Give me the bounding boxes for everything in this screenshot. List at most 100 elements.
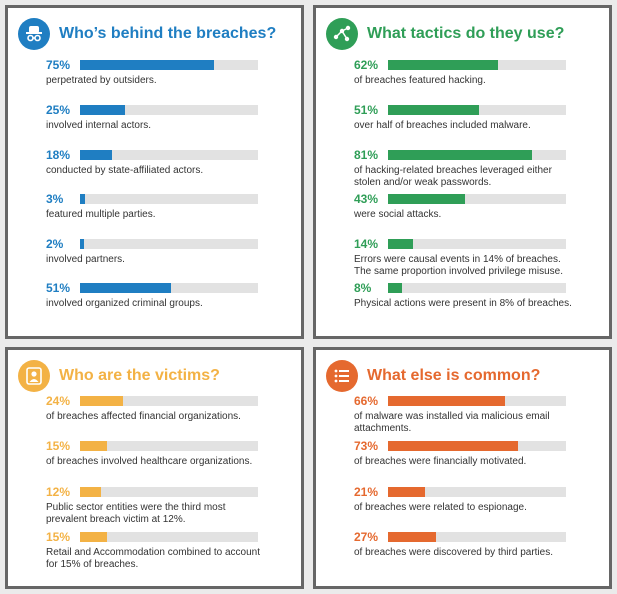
stat-item: 12% Public sector entities were the thir… (46, 485, 266, 526)
stat-percent: 66% (354, 394, 379, 408)
bar-fill (80, 150, 113, 160)
bar-track (80, 487, 258, 497)
stat-item: 2% involved partners. (46, 237, 266, 266)
stat-description: involved organized criminal groups. (46, 298, 203, 309)
stat-percent: 12% (46, 485, 71, 499)
panel-title: Who are the victims? (59, 367, 220, 384)
stat-percent: 43% (354, 192, 379, 206)
stat-item: 66% of malware was installed via malicio… (354, 394, 574, 435)
stat-percent: 24% (46, 394, 71, 408)
stat-item: 21% of breaches were related to espionag… (354, 485, 574, 514)
stat-item: 15% of breaches involved healthcare orga… (46, 439, 266, 468)
stat-item: 8% Physical actions were present in 8% o… (354, 281, 574, 310)
bar-fill (80, 532, 107, 542)
stat-percent: 3% (46, 192, 64, 206)
bar-track (388, 441, 566, 451)
network-icon (326, 18, 358, 50)
stat-item: 24% of breaches affected financial organ… (46, 394, 266, 423)
stat-item: 3% featured multiple parties. (46, 192, 266, 221)
bar-fill (388, 532, 437, 542)
bar-fill (80, 487, 102, 497)
bar-fill (388, 441, 518, 451)
stat-percent: 18% (46, 148, 71, 162)
stat-description: Errors were causal events in 14% of brea… (354, 254, 563, 277)
bar-fill (80, 441, 107, 451)
stat-item: 43% were social attacks. (354, 192, 574, 221)
bar-fill (388, 150, 533, 160)
stat-percent: 73% (354, 439, 379, 453)
stat-description: Physical actions were present in 8% of b… (354, 298, 572, 309)
stat-item: 15% Retail and Accommodation combined to… (46, 530, 266, 571)
actors-panel: Who’s behind the breaches? 75% perpetrat… (5, 5, 304, 339)
bar-track (388, 150, 566, 160)
stat-percent: 21% (354, 485, 379, 499)
bar-track (388, 283, 566, 293)
stat-item: 62% of breaches featured hacking. (354, 58, 574, 87)
stat-percent: 14% (354, 237, 379, 251)
stat-description: of hacking-related breaches leveraged ei… (354, 165, 552, 188)
stat-percent: 27% (354, 530, 379, 544)
stat-description: involved internal actors. (46, 120, 152, 131)
stat-description: conducted by state-affiliated actors. (46, 165, 204, 176)
stat-description: of breaches were financially motivated. (354, 456, 527, 467)
bar-fill (80, 60, 214, 70)
common-panel: What else is common? 66% of malware was … (313, 347, 612, 589)
stat-description: of breaches were related to espionage. (354, 502, 527, 513)
tactics-panel: What tactics do they use? 62% of breache… (313, 5, 612, 339)
stat-description: were social attacks. (354, 209, 442, 220)
bar-fill (80, 194, 86, 204)
stat-item: 18% conducted by state-affiliated actors… (46, 148, 266, 177)
bar-track (388, 60, 566, 70)
stat-description: Public sector entities were the third mo… (46, 502, 226, 525)
stat-percent: 51% (46, 281, 71, 295)
bar-fill (388, 283, 403, 293)
stat-description: featured multiple parties. (46, 209, 156, 220)
bar-fill (388, 239, 413, 249)
stat-item: 51% involved organized criminal groups. (46, 281, 266, 310)
stat-item: 75% perpetrated by outsiders. (46, 58, 266, 87)
bar-track (80, 60, 258, 70)
stat-percent: 15% (46, 439, 71, 453)
stat-description: involved partners. (46, 254, 125, 265)
stat-item: 27% of breaches were discovered by third… (354, 530, 574, 559)
bar-fill (388, 194, 465, 204)
bar-fill (388, 396, 506, 406)
stat-description: of breaches featured hacking. (354, 75, 486, 86)
bar-fill (80, 239, 84, 249)
bar-track (80, 441, 258, 451)
stat-description: over half of breaches included malware. (354, 120, 531, 131)
stat-percent: 75% (46, 58, 71, 72)
bar-track (80, 532, 258, 542)
panel-title: What else is common? (367, 367, 541, 384)
bar-track (80, 396, 258, 406)
victims-panel: Who are the victims? 24% of breaches aff… (5, 347, 304, 589)
bar-track (80, 150, 258, 160)
stat-item: 14% Errors were causal events in 14% of … (354, 237, 574, 278)
stat-percent: 51% (354, 103, 379, 117)
hacker-icon (18, 18, 50, 50)
bar-track (80, 283, 258, 293)
bar-track (80, 239, 258, 249)
bar-track (80, 194, 258, 204)
panel-title: What tactics do they use? (367, 25, 565, 42)
stat-description: of malware was installed via malicious e… (354, 411, 550, 434)
stat-description: of breaches were discovered by third par… (354, 547, 553, 558)
bar-fill (388, 487, 426, 497)
bar-fill (80, 396, 123, 406)
bar-track (80, 105, 258, 115)
stat-item: 51% over half of breaches included malwa… (354, 103, 574, 132)
bar-fill (80, 283, 171, 293)
panel-title: Who’s behind the breaches? (59, 25, 277, 42)
stat-percent: 15% (46, 530, 71, 544)
stat-percent: 25% (46, 103, 71, 117)
stat-description: Retail and Accommodation combined to acc… (46, 547, 261, 570)
stat-percent: 81% (354, 148, 379, 162)
bar-fill (388, 105, 479, 115)
bar-track (388, 487, 566, 497)
stat-description: perpetrated by outsiders. (46, 75, 157, 86)
bar-track (388, 105, 566, 115)
stat-percent: 62% (354, 58, 379, 72)
bar-track (388, 396, 566, 406)
bar-track (388, 194, 566, 204)
stat-item: 73% of breaches were financially motivat… (354, 439, 574, 468)
